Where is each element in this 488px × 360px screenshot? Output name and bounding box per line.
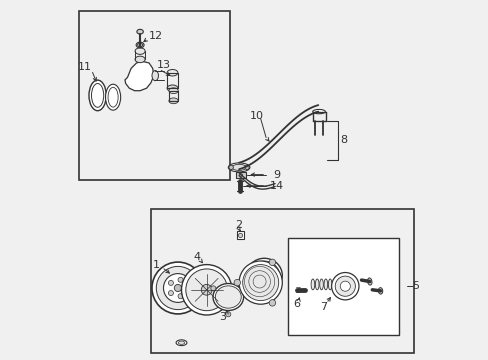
Ellipse shape xyxy=(328,279,331,290)
Text: 4: 4 xyxy=(193,252,200,262)
Text: 14: 14 xyxy=(269,181,284,191)
Ellipse shape xyxy=(163,274,192,302)
Text: 12: 12 xyxy=(149,31,163,41)
Ellipse shape xyxy=(213,284,243,310)
Text: 7: 7 xyxy=(320,302,326,312)
Ellipse shape xyxy=(137,30,143,34)
Text: 2: 2 xyxy=(235,220,242,230)
Ellipse shape xyxy=(156,266,199,310)
Text: 10: 10 xyxy=(249,111,263,121)
Ellipse shape xyxy=(178,341,184,344)
Ellipse shape xyxy=(244,165,249,170)
Ellipse shape xyxy=(168,280,173,285)
Ellipse shape xyxy=(167,69,178,76)
Ellipse shape xyxy=(268,300,275,306)
Ellipse shape xyxy=(315,279,318,290)
Text: 5: 5 xyxy=(411,281,418,291)
Ellipse shape xyxy=(228,165,233,170)
Ellipse shape xyxy=(152,71,158,81)
Ellipse shape xyxy=(310,279,314,290)
Text: 3: 3 xyxy=(219,312,226,322)
Ellipse shape xyxy=(185,269,227,311)
Text: 13: 13 xyxy=(156,60,170,70)
Ellipse shape xyxy=(367,278,371,285)
Ellipse shape xyxy=(108,87,118,107)
Bar xyxy=(79,11,230,180)
Ellipse shape xyxy=(239,174,242,176)
Ellipse shape xyxy=(248,261,279,290)
Bar xyxy=(236,231,244,239)
Ellipse shape xyxy=(137,43,142,47)
Ellipse shape xyxy=(234,279,240,286)
Text: 1: 1 xyxy=(152,260,160,270)
Ellipse shape xyxy=(136,42,144,48)
Ellipse shape xyxy=(135,56,145,63)
Ellipse shape xyxy=(268,259,275,266)
Ellipse shape xyxy=(331,273,358,300)
Ellipse shape xyxy=(135,48,145,54)
Bar xyxy=(287,238,399,335)
Bar xyxy=(235,172,245,178)
Ellipse shape xyxy=(168,291,173,296)
Ellipse shape xyxy=(168,98,178,104)
Ellipse shape xyxy=(183,285,189,291)
Ellipse shape xyxy=(89,80,106,111)
Ellipse shape xyxy=(167,85,178,91)
Ellipse shape xyxy=(324,279,327,290)
Ellipse shape xyxy=(319,279,323,290)
Ellipse shape xyxy=(228,163,249,172)
Text: 11: 11 xyxy=(78,62,92,72)
Ellipse shape xyxy=(378,288,382,294)
Ellipse shape xyxy=(105,84,121,110)
Ellipse shape xyxy=(238,233,242,238)
Ellipse shape xyxy=(231,164,246,171)
Ellipse shape xyxy=(176,340,186,346)
Ellipse shape xyxy=(174,284,181,292)
Ellipse shape xyxy=(210,286,215,291)
Ellipse shape xyxy=(215,286,241,308)
Ellipse shape xyxy=(181,265,231,315)
Ellipse shape xyxy=(152,262,203,314)
Ellipse shape xyxy=(178,294,183,299)
Bar xyxy=(151,209,413,353)
Ellipse shape xyxy=(246,258,282,292)
Ellipse shape xyxy=(201,284,212,295)
Ellipse shape xyxy=(239,261,282,304)
Ellipse shape xyxy=(240,286,245,291)
Ellipse shape xyxy=(340,281,349,291)
Ellipse shape xyxy=(312,109,325,114)
Text: 9: 9 xyxy=(273,170,280,180)
Ellipse shape xyxy=(91,84,103,107)
Ellipse shape xyxy=(178,277,183,282)
Polygon shape xyxy=(125,61,153,91)
Ellipse shape xyxy=(335,276,355,296)
Text: 6: 6 xyxy=(293,299,300,309)
Ellipse shape xyxy=(168,88,178,94)
Ellipse shape xyxy=(242,265,278,301)
Text: 8: 8 xyxy=(339,135,346,145)
Ellipse shape xyxy=(225,312,230,317)
